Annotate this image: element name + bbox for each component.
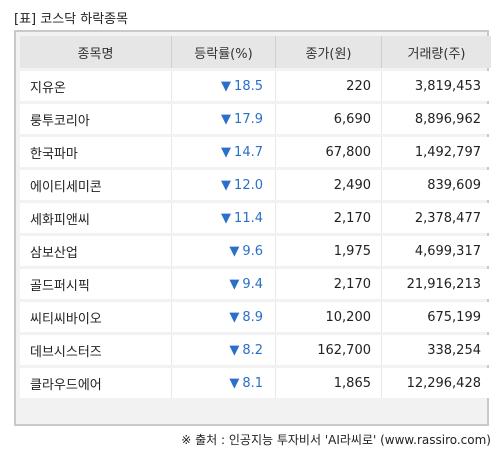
stock-name: 에이티세미콘 — [20, 170, 172, 200]
change-rate-cell: ▼ 11.4 — [172, 203, 276, 233]
down-arrow-icon: ▼ — [221, 177, 232, 193]
change-rate: 8.1 — [242, 375, 263, 391]
down-arrow-icon: ▼ — [229, 375, 240, 391]
change-rate-cell: ▼ 14.7 — [172, 137, 276, 167]
table-row: 데브시스터즈 ▼ 8.2 162,700 338,254 — [20, 335, 491, 365]
change-rate: 12.0 — [234, 177, 263, 193]
stock-name: 룽투코리아 — [20, 104, 172, 134]
change-rate: 17.9 — [234, 111, 263, 127]
change-rate-cell: ▼ 8.1 — [172, 368, 276, 398]
close-price: 162,700 — [276, 335, 382, 365]
close-price: 220 — [276, 71, 382, 101]
change-rate-cell: ▼ 12.0 — [172, 170, 276, 200]
close-price: 6,690 — [276, 104, 382, 134]
change-rate-cell: ▼ 18.5 — [172, 71, 276, 101]
volume: 1,492,797 — [382, 137, 491, 167]
down-arrow-icon: ▼ — [221, 78, 232, 94]
stock-name: 골드퍼시픽 — [20, 269, 172, 299]
table-row: 룽투코리아 ▼ 17.9 6,690 8,896,962 — [20, 104, 491, 134]
header-stock-name: 종목명 — [20, 36, 172, 68]
table-header-row: 종목명 등락률(%) 종가(원) 거래량(주) — [20, 36, 491, 68]
change-rate-cell: ▼ 17.9 — [172, 104, 276, 134]
close-price: 1,975 — [276, 236, 382, 266]
down-arrow-icon: ▼ — [229, 309, 240, 325]
change-rate: 9.4 — [242, 276, 263, 292]
down-arrow-icon: ▼ — [229, 276, 240, 292]
table-caption: [표] 코스닥 하락종목 — [14, 12, 129, 27]
volume: 12,296,428 — [382, 368, 491, 398]
stock-name: 삼보산업 — [20, 236, 172, 266]
change-rate: 8.2 — [242, 342, 263, 358]
close-price: 67,800 — [276, 137, 382, 167]
table-row: 삼보산업 ▼ 9.6 1,975 4,699,317 — [20, 236, 491, 266]
change-rate-cell: ▼ 8.2 — [172, 335, 276, 365]
close-price: 2,170 — [276, 269, 382, 299]
declining-stocks-table: 종목명 등락률(%) 종가(원) 거래량(주) 지유온 ▼ 18.5 220 3,… — [20, 33, 491, 401]
volume: 4,699,317 — [382, 236, 491, 266]
volume: 839,609 — [382, 170, 491, 200]
close-price: 1,865 — [276, 368, 382, 398]
down-arrow-icon: ▼ — [221, 210, 232, 226]
table-row: 씨티씨바이오 ▼ 8.9 10,200 675,199 — [20, 302, 491, 332]
header-volume: 거래량(주) — [382, 36, 491, 68]
down-arrow-icon: ▼ — [221, 144, 232, 160]
change-rate: 9.6 — [242, 243, 263, 259]
header-close-price: 종가(원) — [276, 36, 382, 68]
close-price: 2,490 — [276, 170, 382, 200]
volume: 2,378,477 — [382, 203, 491, 233]
down-arrow-icon: ▼ — [221, 111, 232, 127]
down-arrow-icon: ▼ — [229, 342, 240, 358]
change-rate: 18.5 — [234, 78, 263, 94]
table-row: 세화피앤씨 ▼ 11.4 2,170 2,378,477 — [20, 203, 491, 233]
change-rate: 11.4 — [234, 210, 263, 226]
change-rate-cell: ▼ 9.6 — [172, 236, 276, 266]
stock-name: 세화피앤씨 — [20, 203, 172, 233]
volume: 3,819,453 — [382, 71, 491, 101]
close-price: 10,200 — [276, 302, 382, 332]
stock-name: 데브시스터즈 — [20, 335, 172, 365]
change-rate: 8.9 — [242, 309, 263, 325]
stock-name: 한국파마 — [20, 137, 172, 167]
table-row: 에이티세미콘 ▼ 12.0 2,490 839,609 — [20, 170, 491, 200]
header-change-rate: 등락률(%) — [172, 36, 276, 68]
stock-name: 지유온 — [20, 71, 172, 101]
close-price: 2,170 — [276, 203, 382, 233]
volume: 21,916,213 — [382, 269, 491, 299]
table-row: 한국파마 ▼ 14.7 67,800 1,492,797 — [20, 137, 491, 167]
change-rate: 14.7 — [234, 144, 263, 160]
change-rate-cell: ▼ 9.4 — [172, 269, 276, 299]
stock-name: 클라우드에어 — [20, 368, 172, 398]
change-rate-cell: ▼ 8.9 — [172, 302, 276, 332]
volume: 338,254 — [382, 335, 491, 365]
table-row: 클라우드에어 ▼ 8.1 1,865 12,296,428 — [20, 368, 491, 398]
volume: 8,896,962 — [382, 104, 491, 134]
stock-table-frame: 종목명 등락률(%) 종가(원) 거래량(주) 지유온 ▼ 18.5 220 3,… — [14, 30, 491, 426]
volume: 675,199 — [382, 302, 491, 332]
stock-name: 씨티씨바이오 — [20, 302, 172, 332]
table-row: 지유온 ▼ 18.5 220 3,819,453 — [20, 71, 491, 101]
source-note: ※ 출처 : 인공지능 투자비서 'AI라씨로' (www.rassiro.co… — [181, 433, 491, 447]
table-row: 골드퍼시픽 ▼ 9.4 2,170 21,916,213 — [20, 269, 491, 299]
down-arrow-icon: ▼ — [229, 243, 240, 259]
